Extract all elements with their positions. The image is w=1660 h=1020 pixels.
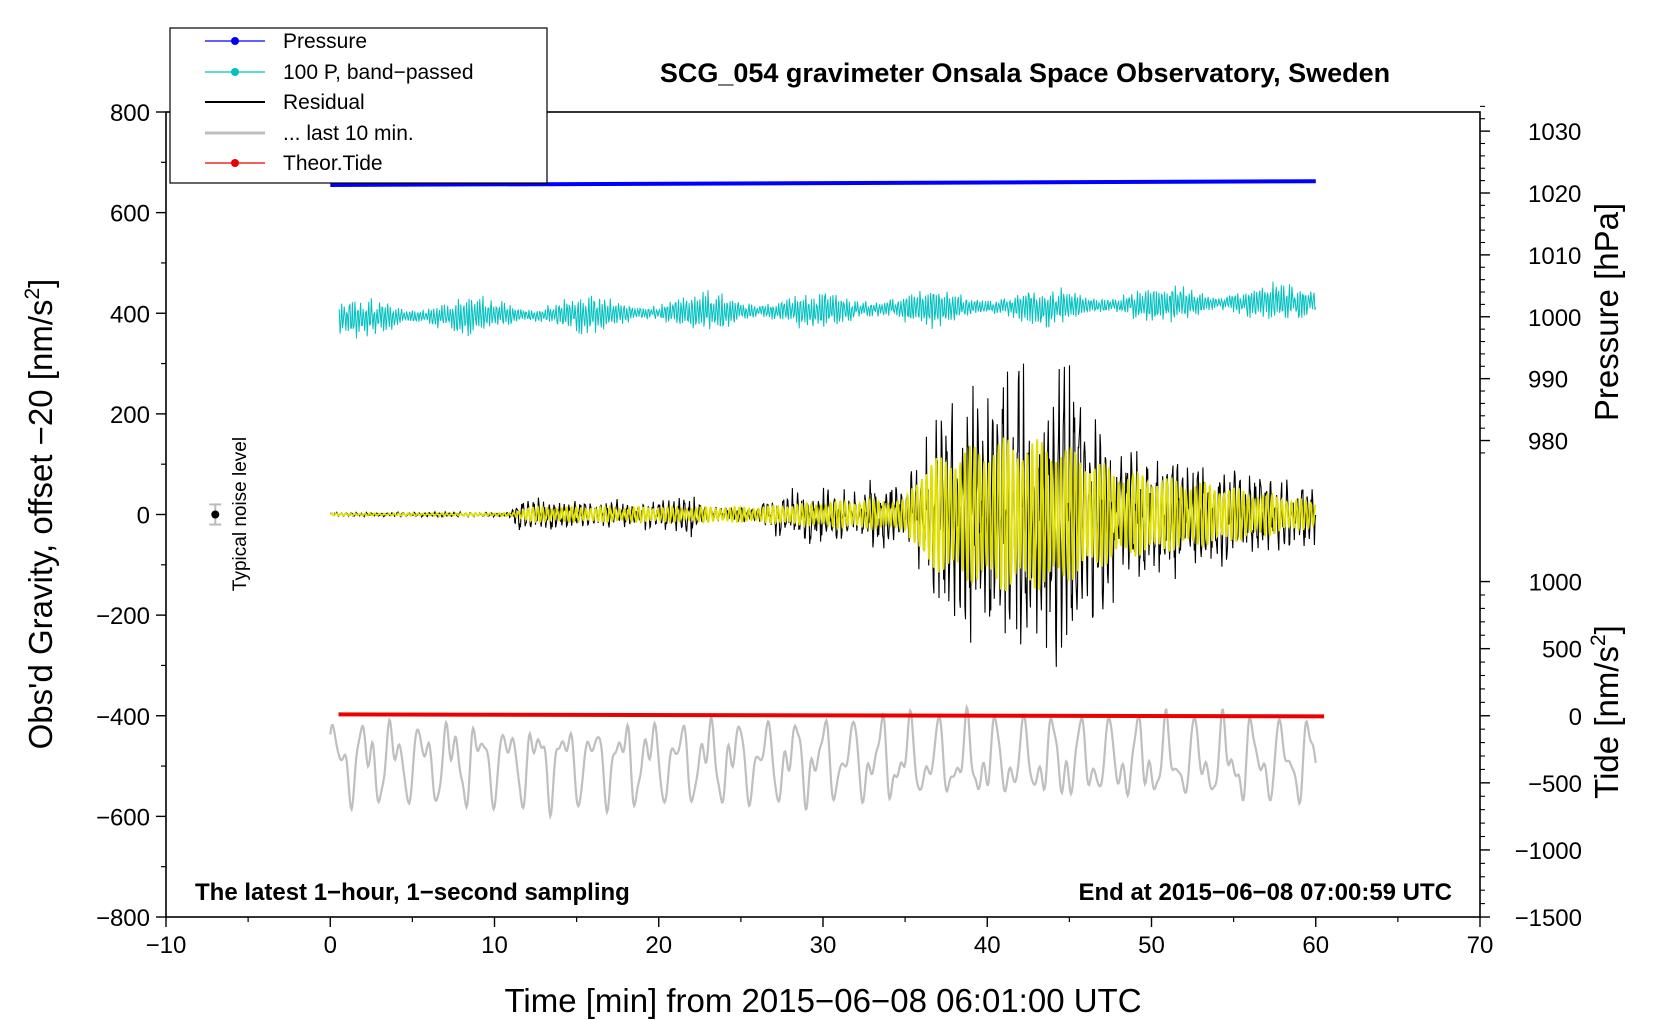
series-pressure [330,179,1316,187]
y-axis-title-sup: 2 [21,288,44,300]
y-tick-label: 200 [110,402,150,429]
x-tick-label: 40 [974,932,1001,959]
y-tick-label: −200 [96,603,150,630]
legend-box [169,27,548,184]
y-tick-label: 0 [137,503,150,530]
tide-tick-label: 1000 [1529,570,1582,597]
x-tick-label: −10 [146,932,187,959]
tide-tick-label: −500 [1528,771,1582,798]
series-theor-tide [338,712,1325,719]
axis-layer: −10 0 10 20 30 40 50 60 708006004002000−200−400−… [96,100,1582,959]
tide-axis-title-sup: 2 [1587,634,1610,646]
x-tick-label: 70 [1467,932,1494,959]
x-tick-label: 20 [645,932,672,959]
x-tick-label: 50 [1138,932,1165,959]
pressure-tick-label: 980 [1528,429,1568,456]
legend-entry-last-10-min: ... last 10 min. [205,122,414,145]
legend-entry-residual: Residual [205,91,365,114]
y-tick-label: 600 [110,201,150,228]
legend-entry-pressure: Pressure [205,30,367,53]
x-tick-label: 60 [1302,932,1329,959]
series-residual [329,363,1317,667]
pressure-axis-title: Pressure [hPa] [1588,203,1625,421]
svg-text:100 P, band−passed: 100 P, band−passed [283,61,474,84]
legend-entry-band-passed: 100 P, band−passed [205,61,474,84]
x-axis-title: Time [min] from 2015−06−08 06:01:00 UTC [504,982,1141,1019]
x-tick-label: 10 [481,932,508,959]
series-layer [209,179,1325,821]
noise-level-point [211,510,220,519]
legend-entry-theor-tide: Theor.Tide [205,152,383,175]
y-tick-label: 800 [110,100,150,127]
tide-tick-label: 500 [1542,637,1582,664]
chart-title: SCG_054 gravimeter Onsala Space Observat… [660,58,1390,88]
series-filtered-residual [329,437,1317,592]
series-last-10-min [329,703,1317,821]
pressure-tick-label: 990 [1528,367,1568,394]
pressure-tick-label: 1020 [1528,181,1581,208]
y-tick-label: −800 [96,905,150,932]
series-band-passed [338,281,1317,339]
svg-text:Pressure: Pressure [283,30,367,53]
footer-right-note: End at 2015−06−08 07:00:59 UTC [1078,879,1452,906]
tide-axis-title: Tide [nm/s2] [1587,625,1625,799]
x-tick-label: 30 [810,932,837,959]
pressure-tick-label: 1010 [1528,243,1581,270]
pressure-tick-label: 1030 [1528,119,1581,146]
tide-tick-label: −1000 [1515,838,1582,865]
pressure-tick-label: 1000 [1528,305,1581,332]
footer-left-note: The latest 1−hour, 1−second sampling [195,879,630,906]
svg-text:Theor.Tide: Theor.Tide [283,152,383,175]
y-tick-label: 400 [110,301,150,328]
y-tick-label: −600 [96,804,150,831]
x-tick-label: 0 [324,932,337,959]
svg-text:Residual: Residual [283,91,365,114]
svg-text:... last 10 min.: ... last 10 min. [283,122,414,145]
y-axis-title: Obs'd Gravity, offset −20 [nm/s2] [21,279,59,750]
legend: Pressure 100 P, band−passed Residual ...… [169,27,548,184]
y-tick-label: −400 [96,704,150,731]
tide-tick-label: −1500 [1515,905,1582,932]
noise-level-label: Typical noise level [230,437,251,591]
tide-tick-label: 0 [1569,704,1582,731]
